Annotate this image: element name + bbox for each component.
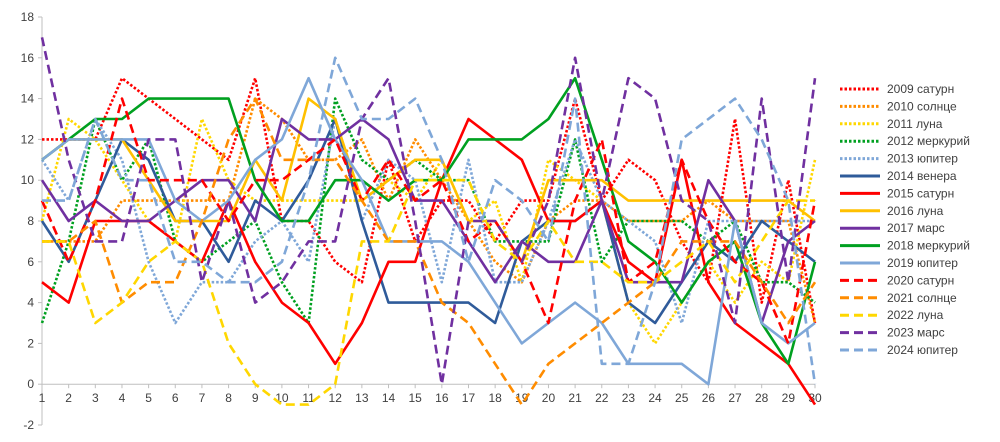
series-line [40,117,816,325]
y-tick-label: 6 [27,255,34,269]
x-tick-label: 6 [172,391,179,405]
x-tick-label: 20 [542,391,556,405]
series-line [42,178,815,406]
series-line [42,56,817,385]
series-16 [41,56,817,385]
series-line [40,117,816,325]
y-tick-label: 18 [21,10,35,24]
series-line [40,97,816,325]
legend-label: 2012 меркурий [887,134,970,148]
x-tick-label: 5 [145,391,152,405]
series-13 [41,97,817,406]
x-tick-label: 26 [702,391,716,405]
legend-label: 2011 луна [887,117,943,131]
y-tick-label: 14 [21,92,35,106]
x-tick-label: 9 [252,391,259,405]
x-tick-label: 29 [782,391,796,405]
series-line [40,37,817,386]
series-line [41,97,816,264]
x-tick-label: 11 [302,391,315,405]
legend-label: 2013 юпитер [887,152,958,166]
x-tick-label: 14 [382,391,396,405]
series-line [40,117,815,325]
x-tick-label: 27 [728,391,742,405]
y-tick-label: -2 [23,418,34,432]
x-tick-label: 10 [275,391,289,405]
legend-label: 2022 луна [887,308,944,322]
x-tick-label: 3 [92,391,99,405]
series-line [42,97,817,406]
legend-label: 2009 сатурн [887,82,954,96]
legend-label: 2023 марс [887,326,945,340]
y-tick-label: 16 [21,51,35,65]
x-tick-label: 18 [488,391,502,405]
series-line [41,117,817,406]
x-tick-label: 7 [199,391,206,405]
legend-label: 2014 венера [887,169,957,183]
x-tick-label: 21 [568,391,582,405]
x-tick-label: 17 [462,391,476,405]
y-tick-label: 8 [27,214,34,228]
x-tick-label: 12 [329,391,343,405]
y-tick-label: 12 [21,132,35,146]
legend-label: 2016 луна [887,204,944,218]
y-tick-label: 4 [27,296,34,310]
legend-label: 2018 меркурий [887,239,970,253]
y-tick-label: 0 [27,377,34,391]
x-tick-label: 13 [355,391,369,405]
legend-label: 2020 сатурн [887,273,954,287]
legend-label: 2010 солнце [887,99,957,113]
y-tick-label: 2 [27,336,34,350]
x-tick-label: 1 [39,391,46,405]
x-tick-label: 22 [595,391,609,405]
series-line [40,97,817,345]
y-tick-label: 10 [21,173,35,187]
legend-label: 2021 солнце [887,291,957,305]
legend-label: 2017 марс [887,221,945,235]
legend-label: 2019 юпитер [887,256,958,270]
x-tick-label: 2 [65,391,72,405]
chart-legend: 2009 сатурн 2010 солнце 2011 луна 2012 мерк… [840,82,970,357]
x-tick-label: 28 [755,391,769,405]
legend-label: 2024 юпитер [887,343,958,357]
series-11 [41,76,816,386]
x-tick-label: 15 [408,391,422,405]
x-tick-label: 24 [648,391,662,405]
x-tick-label: 8 [225,391,232,405]
chart-series [40,37,817,406]
series-14 [41,178,816,406]
legend-label: 2015 сатурн [887,186,954,200]
series-15 [40,37,817,386]
x-tick-label: 4 [119,391,126,405]
x-tick-label: 23 [622,391,636,405]
x-tick-label: 16 [435,391,449,405]
x-tick-label: 25 [675,391,689,405]
series-line [41,76,816,386]
